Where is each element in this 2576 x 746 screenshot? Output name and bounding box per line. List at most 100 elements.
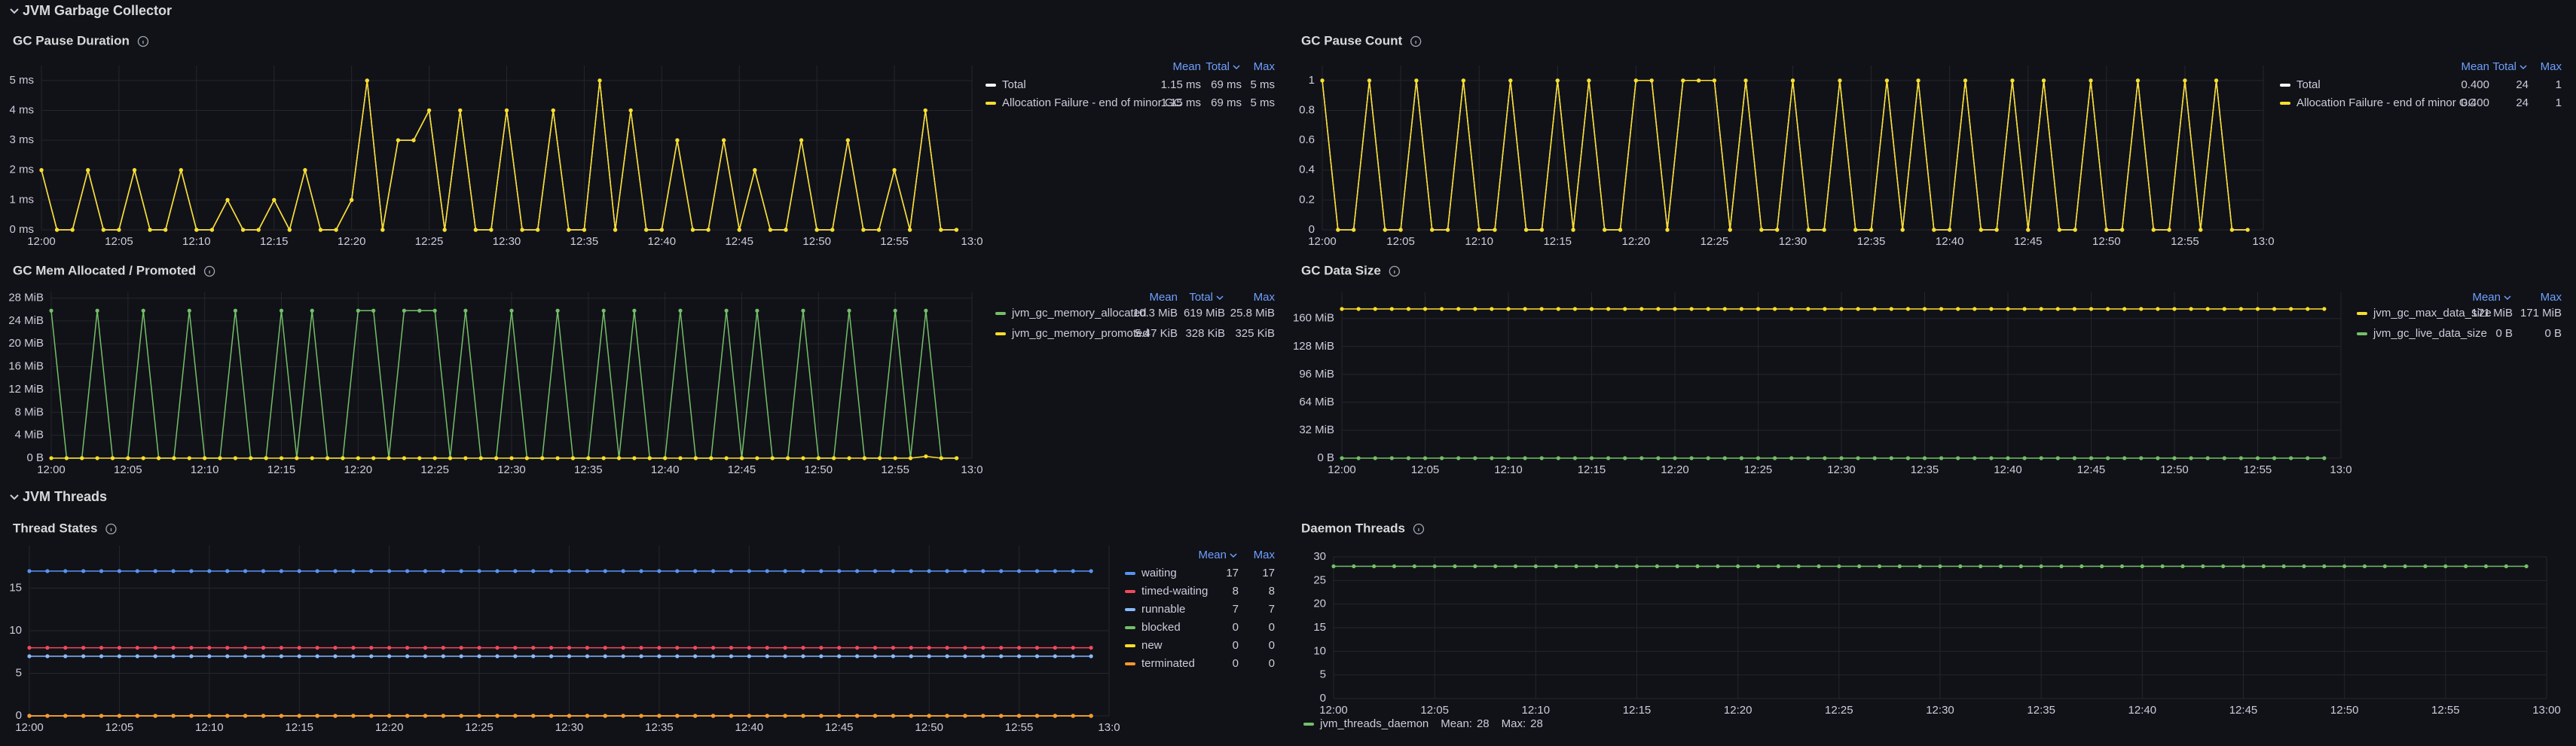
data-point xyxy=(1739,307,1743,311)
data-point xyxy=(603,714,607,718)
data-point xyxy=(693,646,698,650)
data-point xyxy=(171,654,176,659)
panel-title[interactable]: GC Mem Allocated / Promoted xyxy=(13,263,196,277)
legend-value: 17 xyxy=(1262,567,1275,579)
legend-header[interactable]: Max xyxy=(1254,60,1276,73)
data-point xyxy=(1655,564,1659,569)
data-point xyxy=(1905,307,1910,311)
data-point xyxy=(225,714,230,718)
legend-name[interactable]: terminated xyxy=(1141,657,1195,670)
data-point xyxy=(1939,307,1944,311)
data-point xyxy=(1053,714,1057,718)
x-tick-label: 12:50 xyxy=(2330,704,2359,717)
legend-name[interactable]: jvm_threads_daemon xyxy=(1319,717,1429,730)
legend-header[interactable]: Total xyxy=(2492,60,2516,73)
data-point xyxy=(203,456,207,460)
data-point xyxy=(893,308,897,313)
legend-header[interactable]: Mean xyxy=(1149,291,1178,304)
legend-name[interactable]: blocked xyxy=(1141,621,1181,634)
legend-header[interactable]: Mean xyxy=(2461,60,2489,73)
data-point xyxy=(783,714,787,718)
data-point xyxy=(2214,78,2219,83)
y-tick-label: 1 ms xyxy=(9,193,34,206)
x-tick-label: 12:25 xyxy=(1701,235,1729,248)
data-point xyxy=(1477,228,1481,232)
collapse-chevron[interactable] xyxy=(10,8,19,14)
legend-header[interactable]: Mean xyxy=(2472,291,2501,304)
y-tick-label: 16 MiB xyxy=(8,360,44,373)
legend-name[interactable]: runnable xyxy=(1141,603,1185,616)
data-point xyxy=(1681,78,1685,83)
legend-name[interactable]: Total xyxy=(1002,78,1026,91)
data-point xyxy=(1989,456,1994,460)
legend-header[interactable]: Max xyxy=(2541,291,2562,304)
data-point xyxy=(675,714,680,718)
legend-header[interactable]: Mean xyxy=(1172,60,1201,73)
y-tick-label: 5 xyxy=(1320,668,1326,681)
legend-header[interactable]: Total xyxy=(1205,60,1230,73)
info-icon[interactable] xyxy=(105,523,117,535)
data-point xyxy=(459,714,463,718)
data-point xyxy=(675,646,680,650)
data-point xyxy=(1071,646,1075,650)
data-point xyxy=(1839,307,1844,311)
data-point xyxy=(2073,228,2077,232)
data-point xyxy=(325,456,330,460)
data-point xyxy=(1817,564,1821,569)
data-point xyxy=(49,456,53,460)
info-icon[interactable] xyxy=(203,265,215,277)
data-point xyxy=(1071,654,1075,659)
legend-name[interactable]: new xyxy=(1141,639,1163,652)
data-point xyxy=(171,714,176,718)
legend-header[interactable]: Max xyxy=(2541,60,2562,73)
data-point xyxy=(141,308,145,313)
legend-name[interactable]: timed-waiting xyxy=(1141,585,1208,598)
data-point xyxy=(945,569,949,573)
data-point xyxy=(555,456,560,460)
data-point xyxy=(1839,456,1844,460)
legend-name[interactable]: Allocation Failure - end of minor GC xyxy=(1002,96,1182,109)
section-title[interactable]: JVM Garbage Collector xyxy=(23,3,172,18)
data-point xyxy=(2238,307,2243,311)
legend-name[interactable]: jvm_gc_memory_promoted xyxy=(1011,327,1149,340)
legend-header[interactable]: Max xyxy=(1254,549,1276,561)
data-point xyxy=(710,714,716,718)
data-point xyxy=(2156,307,2160,311)
data-point xyxy=(1414,78,1419,83)
data-point xyxy=(1016,646,1022,650)
legend-header[interactable]: Mean xyxy=(1198,549,1227,561)
data-point xyxy=(2464,564,2468,569)
info-icon[interactable] xyxy=(1413,523,1425,535)
data-point xyxy=(945,646,949,650)
legend-name[interactable]: jvm_gc_memory_allocated xyxy=(1011,307,1146,319)
info-icon[interactable] xyxy=(137,35,149,47)
data-point xyxy=(426,108,432,113)
legend-name[interactable]: jvm_gc_max_data_size xyxy=(2373,307,2492,319)
legend-header[interactable]: Max xyxy=(1254,291,1276,304)
data-point xyxy=(189,714,194,718)
panel-title[interactable]: GC Data Size xyxy=(1301,263,1381,277)
series-line xyxy=(1322,80,2248,231)
data-point xyxy=(621,714,625,718)
y-tick-label: 0.2 xyxy=(1299,193,1315,206)
panel-title[interactable]: Thread States xyxy=(13,521,97,535)
data-point xyxy=(1524,228,1529,232)
data-point xyxy=(371,308,376,313)
legend-name[interactable]: Total xyxy=(2296,78,2321,91)
info-icon[interactable] xyxy=(1389,265,1400,277)
data-point xyxy=(768,228,773,232)
panel-title[interactable]: GC Pause Duration xyxy=(13,33,130,47)
legend-header[interactable]: Total xyxy=(1189,291,1213,304)
legend-name[interactable]: Allocation Failure - end of minor GC xyxy=(2296,96,2477,109)
panel-title[interactable]: Daemon Threads xyxy=(1301,521,1405,535)
section-title[interactable]: JVM Threads xyxy=(23,489,107,504)
panel-title[interactable]: GC Pause Count xyxy=(1301,33,1402,47)
legend-swatch xyxy=(2280,84,2290,87)
data-point xyxy=(2189,456,2193,460)
legend-name[interactable]: jvm_gc_live_data_size xyxy=(2373,327,2487,340)
collapse-chevron[interactable] xyxy=(10,494,19,500)
data-point xyxy=(2189,307,2193,311)
legend-name[interactable]: waiting xyxy=(1141,567,1177,579)
data-point xyxy=(1331,564,1336,569)
info-icon[interactable] xyxy=(1410,35,1422,47)
